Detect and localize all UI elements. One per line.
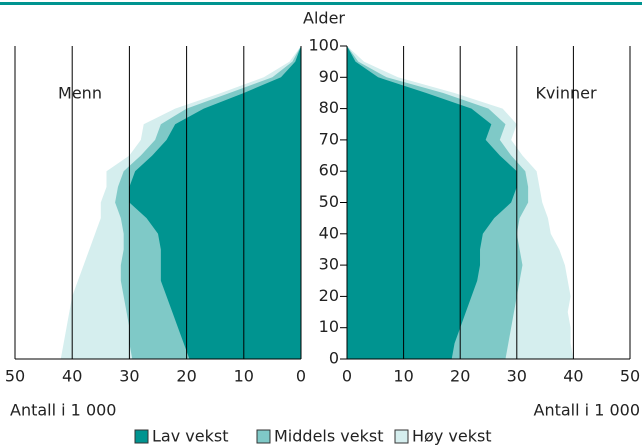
x-tick-label: 40 xyxy=(563,367,583,386)
legend-swatch xyxy=(134,429,149,444)
legend-label: Lav vekst xyxy=(152,427,228,446)
x-tick-label: 10 xyxy=(234,367,254,386)
x-axis-label: Antall i 1 000 xyxy=(10,401,116,420)
legend-swatch xyxy=(394,429,409,444)
y-tick-label: 40 xyxy=(319,223,339,242)
legend-label: Middels vekst xyxy=(274,427,383,446)
area-right xyxy=(347,46,517,359)
y-axis-label: Alder xyxy=(303,9,345,28)
y-tick-label: 80 xyxy=(319,98,339,117)
x-tick-label: 40 xyxy=(62,367,82,386)
y-tick-label: 0 xyxy=(329,349,339,368)
x-tick-label: 30 xyxy=(119,367,139,386)
y-tick-label: 90 xyxy=(319,67,339,86)
area-left xyxy=(129,46,301,359)
y-tick-label: 60 xyxy=(319,161,339,180)
y-tick-label: 50 xyxy=(319,192,339,211)
y-tick-label: 10 xyxy=(319,317,339,336)
top-rule xyxy=(0,2,642,5)
x-tick-label: 20 xyxy=(450,367,470,386)
y-tick-label: 30 xyxy=(319,255,339,274)
x-tick-label: 0 xyxy=(342,367,352,386)
left-title: Menn xyxy=(58,84,102,103)
x-tick-label: 50 xyxy=(5,367,25,386)
y-tick-label: 70 xyxy=(319,129,339,148)
y-tick-label: 20 xyxy=(319,286,339,305)
x-tick-label: 0 xyxy=(296,367,306,386)
legend-label: Høy vekst xyxy=(412,427,492,446)
x-tick-label: 10 xyxy=(393,367,413,386)
right-title: Kvinner xyxy=(535,84,597,103)
legend-swatch xyxy=(256,429,271,444)
x-axis-label: Antall i 1 000 xyxy=(534,401,640,420)
x-tick-label: 30 xyxy=(507,367,527,386)
x-tick-label: 20 xyxy=(176,367,196,386)
y-tick-label: 100 xyxy=(308,36,339,55)
x-tick-label: 50 xyxy=(620,367,640,386)
